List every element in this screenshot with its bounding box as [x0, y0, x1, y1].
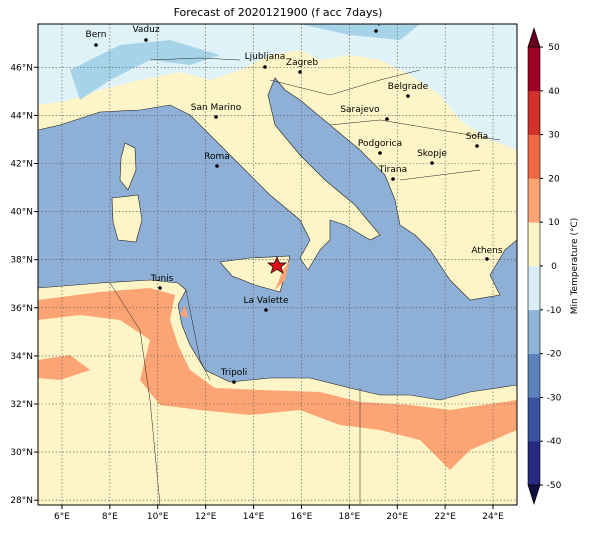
- colorbar-band: [528, 353, 540, 398]
- colorbar-tick-label: -50: [547, 481, 562, 491]
- colorbar-tick-label: 20: [548, 174, 560, 184]
- y-tick-label: 28°N: [10, 496, 33, 506]
- sardinia: [111, 194, 143, 243]
- colorbar-label: Min Temperature (°C): [570, 218, 580, 315]
- city-dot: [485, 257, 489, 261]
- colorbar-tick-label: 0: [551, 262, 557, 272]
- colorbar: -50 -40 -30 -20 -10 0 10 20 30 40 50 Min Temperatur…: [527, 27, 580, 505]
- colorbar-band: [528, 441, 540, 486]
- y-tick-label: 46°N: [10, 63, 33, 73]
- city-dot: [215, 164, 219, 168]
- city-dot: [378, 151, 382, 155]
- y-tick-label: 32°N: [10, 400, 33, 410]
- colorbar-tick-label: -10: [547, 306, 562, 316]
- colorbar-band: [528, 47, 540, 92]
- city-label: Skopje: [417, 149, 447, 159]
- x-tick-label: 24°E: [482, 512, 504, 522]
- colorbar-tick-label: -40: [547, 437, 562, 447]
- y-tick-label: 40°N: [10, 208, 33, 218]
- x-tick-label: 8°E: [102, 512, 118, 522]
- colorbar-tick-label: -20: [547, 350, 562, 360]
- city-dot: [430, 161, 434, 165]
- colorbar-tick-label: 40: [548, 87, 560, 97]
- city-dot: [391, 177, 395, 181]
- x-tick-label: 6°E: [54, 512, 70, 522]
- city-label: Vaduz: [132, 25, 159, 35]
- corsica: [119, 142, 137, 191]
- borders: [109, 57, 501, 505]
- y-tick-label: 42°N: [10, 159, 33, 169]
- y-tick-label: 44°N: [10, 111, 33, 121]
- map-title: Forecast of 2020121900 (f acc 7days): [174, 6, 383, 19]
- map-frame: [37, 23, 518, 506]
- city-label: Tripoli: [220, 368, 248, 378]
- city-label: Podgorica: [358, 139, 402, 149]
- city-dot: [263, 65, 267, 69]
- city-label: Belgrade: [388, 82, 429, 92]
- city-dot: [158, 286, 162, 290]
- x-tick-label: 22°E: [434, 512, 456, 522]
- x-tick-label: 16°E: [291, 512, 313, 522]
- city-label: Budapest: [355, 17, 398, 27]
- colorbar-band: [528, 397, 540, 442]
- colorbar-band: [528, 178, 540, 223]
- axes: 6°E 8°E 10°E 12°E 14°E 16°E 18°E 20°E 22°E 24°E 28…: [10, 63, 504, 522]
- colorbar-tick-label: 30: [548, 131, 560, 141]
- city-dot: [298, 70, 302, 74]
- city-dot: [144, 38, 148, 42]
- city-dot: [94, 43, 98, 47]
- forecast-point: [267, 256, 287, 274]
- x-tick-label: 20°E: [386, 512, 408, 522]
- city-dot: [232, 380, 236, 384]
- land-europe: [38, 24, 517, 301]
- city-label: Roma: [204, 152, 230, 162]
- colorbar-band: [528, 134, 540, 179]
- city-label: Zagreb: [286, 58, 318, 68]
- city-dot: [475, 144, 479, 148]
- y-tick-label: 34°N: [10, 352, 33, 362]
- city-label: Tirana: [378, 165, 407, 175]
- colorbar-band: [528, 266, 540, 311]
- y-tick-label: 38°N: [10, 256, 33, 266]
- colorbar-band: [528, 90, 540, 135]
- city-label: Bern: [86, 30, 107, 40]
- x-tick-label: 18°E: [339, 512, 361, 522]
- x-tick-label: 12°E: [195, 512, 217, 522]
- colorbar-band: [528, 309, 540, 354]
- city-label: La Valette: [244, 296, 289, 306]
- x-tick-label: 14°E: [243, 512, 265, 522]
- city-label: Sofia: [466, 132, 488, 142]
- city-label: Sarajevo: [340, 105, 380, 115]
- colorbar-tick-label: 10: [548, 218, 560, 228]
- city-dot: [406, 94, 410, 98]
- city-label: San Marino: [191, 103, 242, 113]
- y-tick-label: 36°N: [10, 304, 33, 314]
- y-tick-label: 30°N: [10, 448, 33, 458]
- colorbar-band: [528, 222, 540, 267]
- city-dot: [385, 117, 389, 121]
- city-label: Tunis: [150, 274, 174, 284]
- city-dot: [374, 29, 378, 33]
- grid: [38, 24, 517, 505]
- city-dot: [264, 308, 268, 312]
- city-dot: [214, 115, 218, 119]
- city-label: Athens: [471, 246, 502, 256]
- colorbar-under: [527, 484, 541, 505]
- colorbar-tick-label: 50: [548, 43, 560, 53]
- city-label: Ljubljana: [245, 52, 286, 62]
- colorbar-over: [527, 27, 541, 48]
- x-tick-label: 10°E: [147, 512, 169, 522]
- colorbar-tick-label: -30: [547, 393, 562, 403]
